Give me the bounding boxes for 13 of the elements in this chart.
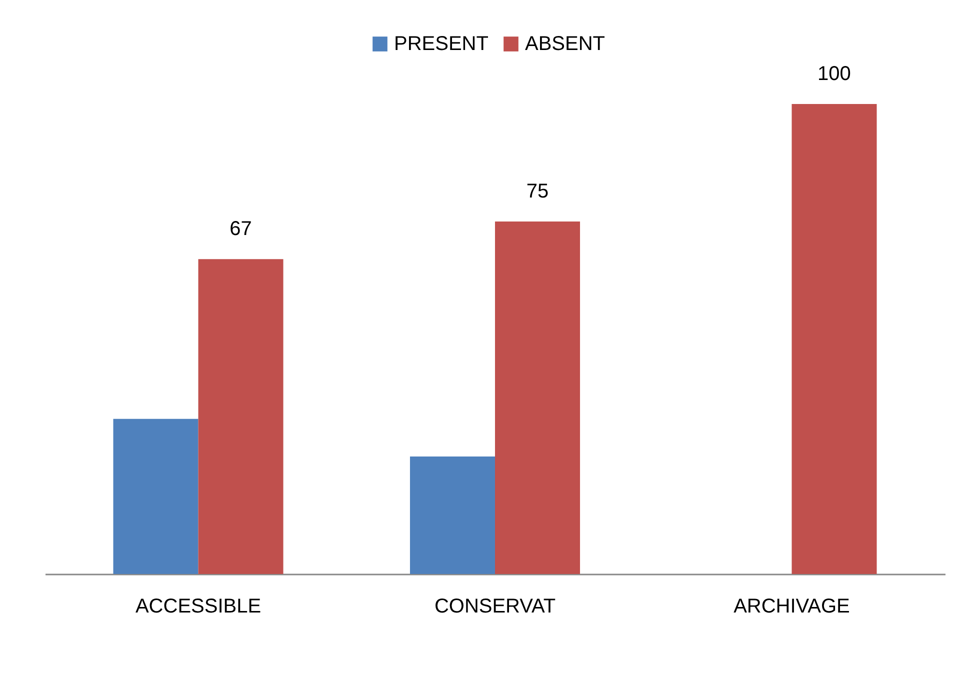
data-label: 67 bbox=[230, 218, 252, 240]
x-tick-label: CONSERVAT bbox=[434, 596, 556, 618]
bar bbox=[792, 104, 877, 574]
bar bbox=[198, 259, 284, 574]
legend-label: PRESENT bbox=[394, 33, 488, 55]
bar bbox=[113, 418, 198, 574]
legend-label: ABSENT bbox=[525, 33, 606, 55]
bar bbox=[495, 222, 580, 574]
data-label: 100 bbox=[818, 63, 851, 85]
data-label: 75 bbox=[526, 180, 549, 202]
bar bbox=[410, 456, 495, 574]
x-tick-label: ACCESSIBLE bbox=[135, 596, 262, 618]
x-tick-label: ARCHIVAGE bbox=[734, 596, 850, 618]
